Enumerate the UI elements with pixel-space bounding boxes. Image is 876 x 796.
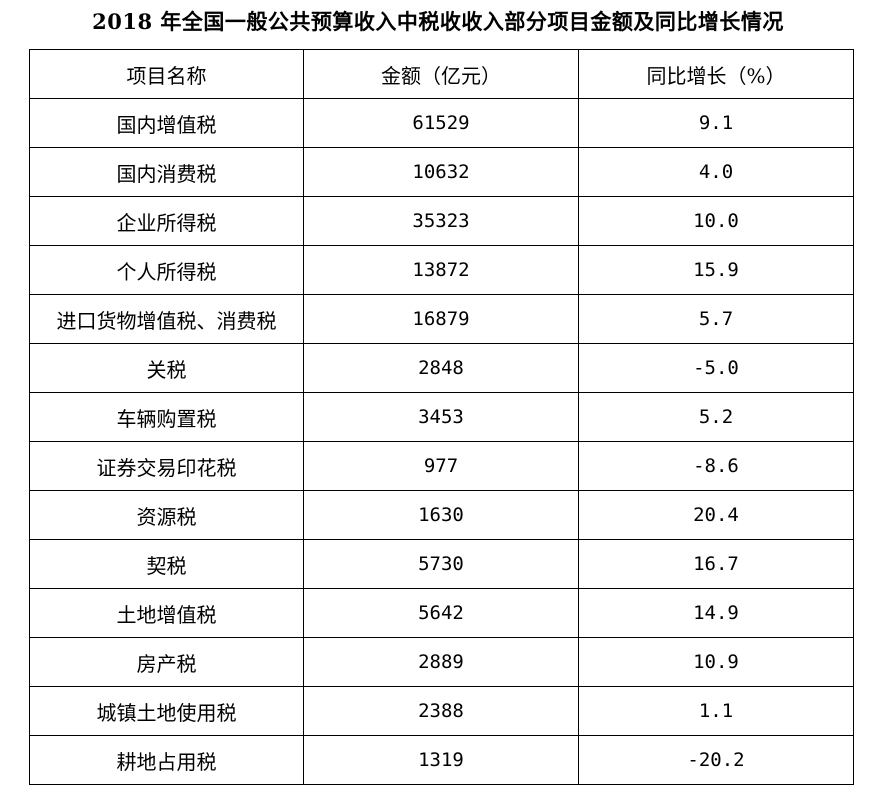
item-name-cell: 契税: [29, 539, 304, 589]
table-row: 国内增值税 61529 9.1: [29, 98, 854, 148]
growth-cell: 5.7: [578, 294, 854, 344]
amount-cell: 3453: [303, 392, 579, 442]
table-row: 企业所得税 35323 10.0: [29, 196, 854, 246]
amount-cell: 2388: [303, 686, 579, 736]
item-name-cell: 资源税: [29, 490, 304, 540]
growth-cell: -20.2: [578, 735, 854, 785]
table-row: 契税 5730 16.7: [29, 539, 854, 589]
table-row: 城镇土地使用税 2388 1.1: [29, 686, 854, 736]
header-amount: 金额（亿元）: [303, 49, 579, 99]
growth-cell: 4.0: [578, 147, 854, 197]
growth-cell: 10.0: [578, 196, 854, 246]
table-row: 车辆购置税 3453 5.2: [29, 392, 854, 442]
amount-cell: 2848: [303, 343, 579, 393]
table-header-row: 项目名称 金额（亿元） 同比增长（%）: [29, 49, 854, 99]
amount-cell: 61529: [303, 98, 579, 148]
amount-cell: 10632: [303, 147, 579, 197]
item-name-cell: 个人所得税: [29, 245, 304, 295]
growth-cell: 9.1: [578, 98, 854, 148]
table-row: 证券交易印花税 977 -8.6: [29, 441, 854, 491]
item-name-cell: 土地增值税: [29, 588, 304, 638]
amount-cell: 16879: [303, 294, 579, 344]
tax-revenue-table: 项目名称 金额（亿元） 同比增长（%） 国内增值税 61529 9.1 国内消费…: [29, 49, 854, 785]
item-name-cell: 国内增值税: [29, 98, 304, 148]
growth-cell: 14.9: [578, 588, 854, 638]
table-row: 资源税 1630 20.4: [29, 490, 854, 540]
amount-cell: 13872: [303, 245, 579, 295]
item-name-cell: 企业所得税: [29, 196, 304, 246]
growth-cell: -5.0: [578, 343, 854, 393]
table-row: 耕地占用税 1319 -20.2: [29, 735, 854, 785]
table-row: 关税 2848 -5.0: [29, 343, 854, 393]
item-name-cell: 车辆购置税: [29, 392, 304, 442]
amount-cell: 1630: [303, 490, 579, 540]
item-name-cell: 房产税: [29, 637, 304, 687]
table-row: 个人所得税 13872 15.9: [29, 245, 854, 295]
table-row: 土地增值税 5642 14.9: [29, 588, 854, 638]
item-name-cell: 国内消费税: [29, 147, 304, 197]
amount-cell: 977: [303, 441, 579, 491]
table-row: 国内消费税 10632 4.0: [29, 147, 854, 197]
growth-cell: 5.2: [578, 392, 854, 442]
amount-cell: 1319: [303, 735, 579, 785]
growth-cell: 16.7: [578, 539, 854, 589]
growth-cell: -8.6: [578, 441, 854, 491]
table-row: 房产税 2889 10.9: [29, 637, 854, 687]
amount-cell: 5642: [303, 588, 579, 638]
item-name-cell: 耕地占用税: [29, 735, 304, 785]
item-name-cell: 证券交易印花税: [29, 441, 304, 491]
header-item-name: 项目名称: [29, 49, 304, 99]
page-title: 2018 年全国一般公共预算收入中税收收入部分项目金额及同比增长情况: [92, 9, 784, 34]
growth-cell: 10.9: [578, 637, 854, 687]
amount-cell: 35323: [303, 196, 579, 246]
growth-cell: 1.1: [578, 686, 854, 736]
amount-cell: 2889: [303, 637, 579, 687]
item-name-cell: 关税: [29, 343, 304, 393]
item-name-cell: 城镇土地使用税: [29, 686, 304, 736]
header-growth: 同比增长（%）: [578, 49, 854, 99]
growth-cell: 20.4: [578, 490, 854, 540]
item-name-cell: 进口货物增值税、消费税: [29, 294, 304, 344]
growth-cell: 15.9: [578, 245, 854, 295]
amount-cell: 5730: [303, 539, 579, 589]
table-row: 进口货物增值税、消费税 16879 5.7: [29, 294, 854, 344]
